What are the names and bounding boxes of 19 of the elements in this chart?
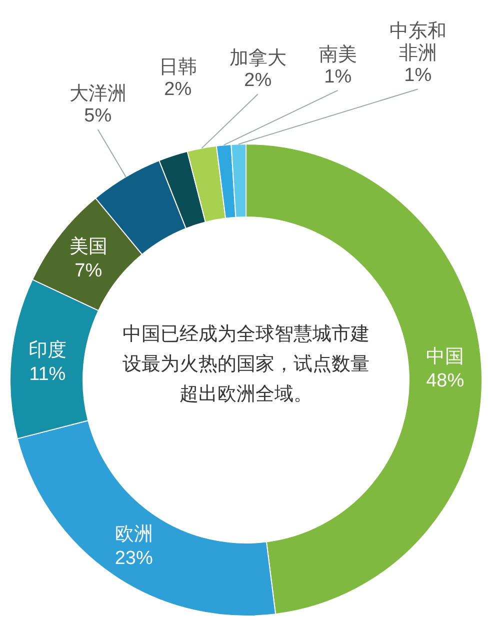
data-label: 2% [244,70,272,92]
slice-label: 中东和非洲 [389,21,446,64]
text: 中国已经成为全球智慧城市建设最为火热的国家，试点数量超出欧洲全域。 [122,323,370,405]
slice-label: 南美 [318,43,357,66]
slice-label: 加拿大 [229,48,286,70]
data-label: 1% [324,66,352,88]
slice-label: 美国 [69,236,108,258]
data-label: 23% [114,548,153,570]
data-label: 5% [84,106,112,127]
slice-label: 大洋洲 [69,84,126,105]
data-label: 11% [29,364,66,386]
slice-label: 日韩 [158,57,197,78]
slice-label: 欧洲 [114,524,153,546]
data-label: 48% [426,370,464,392]
data-label: 7% [74,260,102,282]
data-label: 1% [404,65,432,86]
data-label: 2% [164,79,192,100]
slice-label: 印度 [28,339,66,362]
slice-label: 中国 [426,346,464,368]
